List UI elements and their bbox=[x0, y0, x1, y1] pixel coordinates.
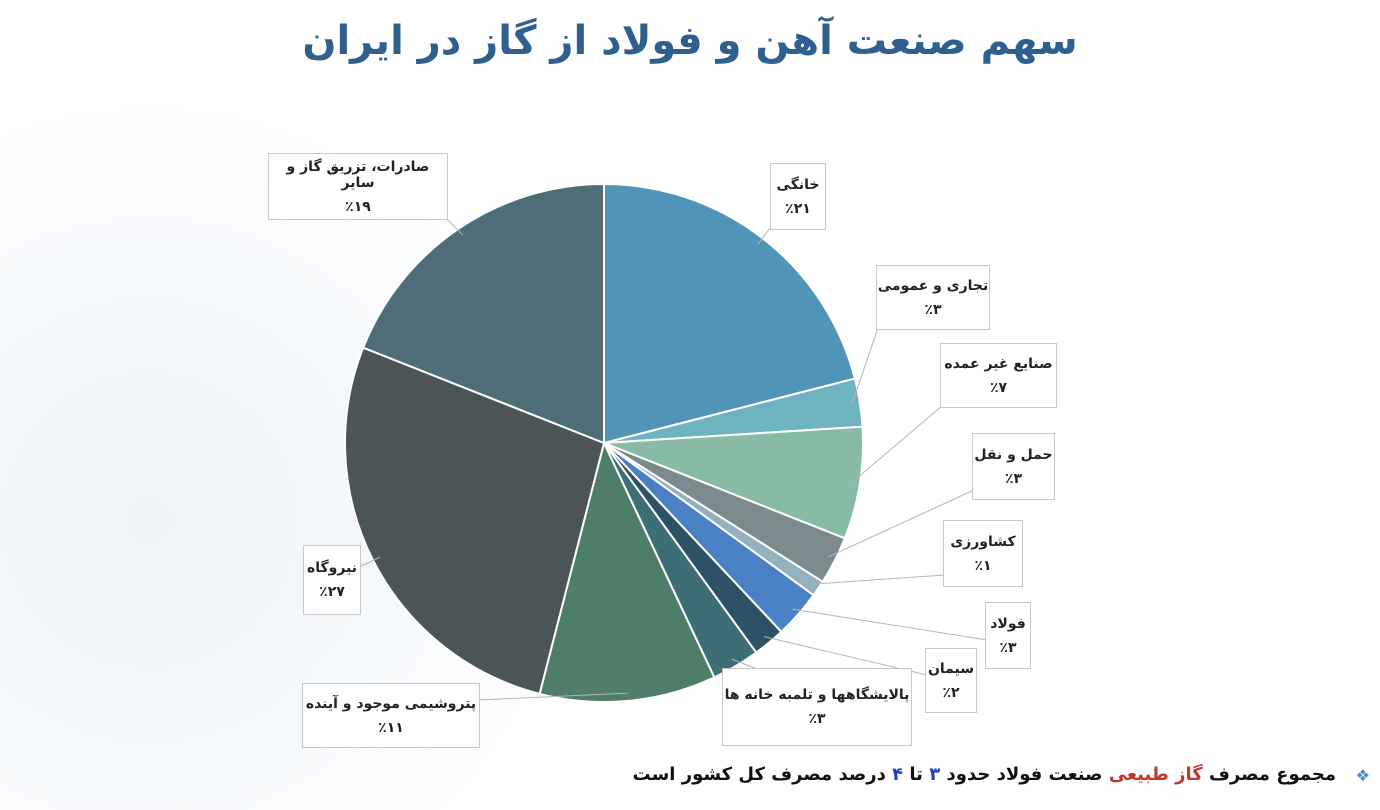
label-name: پالایشگاهها و تلمبه خانه ها bbox=[724, 687, 910, 703]
label-name: نیروگاه bbox=[306, 560, 358, 576]
leader-line bbox=[851, 405, 943, 483]
label-name: حمل و نقل bbox=[974, 446, 1053, 463]
label-name: خانگی bbox=[776, 176, 820, 193]
label-value: ٪۱ bbox=[974, 557, 992, 574]
leader-line bbox=[757, 227, 771, 245]
label-value: ٪۱۱ bbox=[378, 719, 404, 736]
label-value: ٪۲۱ bbox=[785, 200, 811, 217]
bullet: ❖ bbox=[1355, 766, 1370, 785]
label-name: صادرات، تزریق گاز و سایر bbox=[286, 158, 430, 191]
label-value: ٪۳ bbox=[924, 301, 942, 318]
data-label: صادرات، تزریق گاز و سایر ٪۱۹ bbox=[268, 153, 448, 220]
data-label: فولاد ٪۳ bbox=[985, 602, 1031, 669]
leader-line bbox=[851, 327, 879, 404]
data-label: نیروگاه ٪۲۷ bbox=[303, 545, 361, 615]
label-value: ٪۳ bbox=[808, 711, 826, 727]
label-name: پتروشیمی موجود و آینده bbox=[305, 695, 477, 712]
footnote-part: ۴ bbox=[892, 764, 904, 785]
footnote: مجموع مصرف گاز طبیعی صنعت فولاد حدود ۳ ت… bbox=[633, 764, 1336, 785]
label-value: ٪۱۹ bbox=[345, 198, 371, 215]
label-name: کشاورزی bbox=[950, 533, 1016, 550]
leader-line bbox=[445, 217, 464, 236]
label-value: ٪۳ bbox=[1004, 470, 1023, 487]
chart-title: سهم صنعت آهن و فولاد از گاز در ایران bbox=[302, 18, 1078, 64]
data-label: کشاورزی ٪۱ bbox=[943, 520, 1023, 587]
label-value: ٪۳ bbox=[999, 639, 1017, 656]
label-name: فولاد bbox=[990, 615, 1026, 632]
leader-line bbox=[792, 608, 988, 641]
pie-slice bbox=[361, 182, 605, 445]
data-label: تجاری و عمومی ٪۳ bbox=[876, 265, 990, 330]
footnote-part: درصد مصرف کل کشور است bbox=[632, 764, 886, 785]
data-label: پتروشیمی موجود و آینده ٪۱۱ bbox=[302, 683, 480, 748]
data-label: پالایشگاهها و تلمبه خانه ها ٪۳ bbox=[722, 668, 912, 746]
label-name: صنایع غیر عمده bbox=[944, 355, 1053, 372]
footnote-part: تا bbox=[909, 764, 923, 785]
footnote-part: صنعت فولاد حدود bbox=[946, 764, 1103, 785]
data-label: حمل و نقل ٪۳ bbox=[972, 433, 1055, 500]
leader-line bbox=[477, 692, 628, 701]
label-value: ٪۲۷ bbox=[319, 584, 345, 600]
footnote-part: مجموع مصرف bbox=[1208, 764, 1336, 785]
data-label: خانگی ٪۲۱ bbox=[770, 163, 826, 230]
pie-slice bbox=[603, 425, 864, 540]
leader-line bbox=[827, 489, 975, 558]
label-name: تجاری و عمومی bbox=[877, 277, 989, 294]
label-name: سیمان bbox=[927, 660, 975, 677]
leader-line bbox=[811, 574, 946, 585]
leader-line bbox=[358, 556, 381, 568]
label-value: ٪۲ bbox=[942, 684, 960, 701]
footnote-part: ۳ bbox=[929, 764, 941, 785]
footnote-part: گاز طبیعی bbox=[1108, 764, 1203, 785]
data-label: صنایع غیر عمده ٪۷ bbox=[940, 343, 1057, 408]
label-value: ٪۷ bbox=[989, 379, 1008, 396]
data-label: سیمان ٪۲ bbox=[925, 648, 977, 713]
